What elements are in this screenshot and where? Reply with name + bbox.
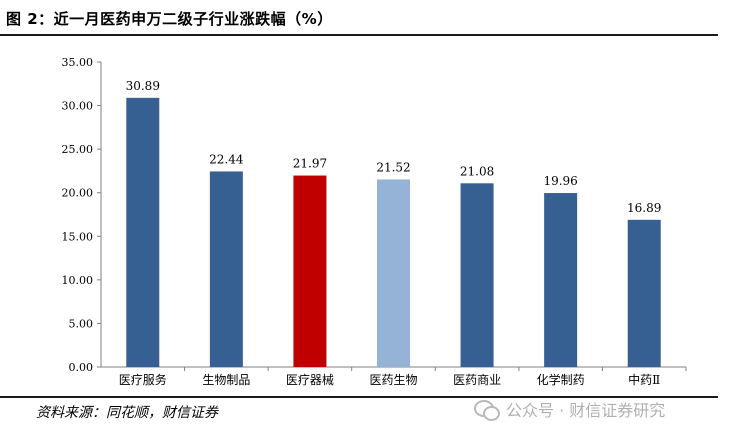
data-label: 21.97 bbox=[293, 157, 327, 171]
bar bbox=[377, 179, 410, 367]
x-tick-label: 医疗器械 bbox=[286, 372, 334, 387]
x-tick-label: 中药Ⅱ bbox=[628, 372, 660, 387]
bar bbox=[544, 193, 578, 367]
x-tick-label: 生物制品 bbox=[202, 373, 250, 387]
title-rule bbox=[0, 34, 718, 36]
data-label: 22.44 bbox=[209, 152, 244, 166]
footer-rule bbox=[0, 396, 718, 398]
bar bbox=[627, 219, 661, 367]
y-tick-label: 5.00 bbox=[69, 317, 94, 330]
y-tick-label: 35.00 bbox=[62, 56, 94, 69]
bar bbox=[126, 97, 160, 368]
y-tick-label: 10.00 bbox=[62, 274, 94, 287]
wechat-icon bbox=[474, 398, 500, 421]
x-tick-label: 医疗服务 bbox=[119, 372, 167, 387]
x-tick-label: 化学制药 bbox=[537, 372, 585, 387]
y-tick-label: 20.00 bbox=[62, 187, 94, 200]
watermark: 公众号 · 财信证券研究 bbox=[474, 397, 665, 421]
chart-title: 图 2：近一月医药申万二级子行业涨跌幅（%） bbox=[6, 10, 333, 28]
bar bbox=[460, 183, 494, 367]
source-note: 资料来源：同花顺，财信证券 bbox=[36, 405, 218, 421]
bar bbox=[209, 171, 243, 367]
x-tick-label: 医药商业 bbox=[453, 372, 501, 387]
data-label: 21.08 bbox=[460, 164, 494, 178]
data-label: 16.89 bbox=[627, 201, 661, 215]
y-tick-label: 0.00 bbox=[69, 361, 94, 374]
data-label: 30.89 bbox=[126, 79, 160, 93]
y-tick-label: 30.00 bbox=[62, 100, 94, 113]
data-label: 19.96 bbox=[543, 174, 577, 188]
watermark-text: 公众号 · 财信证券研究 bbox=[506, 401, 666, 420]
bar bbox=[293, 175, 327, 367]
data-label: 21.52 bbox=[376, 160, 410, 174]
x-tick-label: 医药生物 bbox=[369, 373, 417, 387]
y-tick-label: 25.00 bbox=[62, 143, 94, 156]
y-tick-label: 15.00 bbox=[62, 230, 94, 243]
